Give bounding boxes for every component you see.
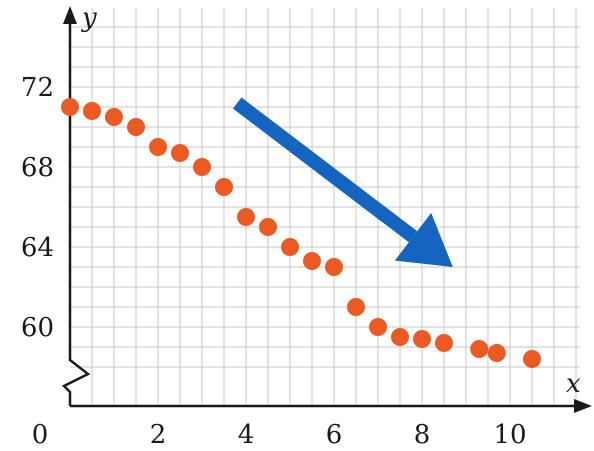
y-tick-label: 60 bbox=[21, 313, 54, 343]
axes bbox=[61, 6, 592, 413]
data-point bbox=[413, 330, 431, 348]
data-point bbox=[149, 138, 167, 156]
y-tick-label: 68 bbox=[21, 153, 54, 183]
data-point bbox=[347, 298, 365, 316]
data-point bbox=[470, 340, 489, 358]
data-point bbox=[83, 102, 101, 120]
data-point bbox=[369, 318, 387, 336]
data-point bbox=[391, 328, 409, 346]
data-point bbox=[281, 238, 299, 256]
x-tick-label: 6 bbox=[326, 420, 343, 450]
y-tick-label: 64 bbox=[21, 233, 54, 263]
y-axis-label: y bbox=[81, 3, 97, 33]
y-tick-label: 72 bbox=[21, 73, 54, 103]
grid bbox=[70, 8, 580, 406]
data-points bbox=[61, 98, 541, 368]
data-point bbox=[193, 158, 211, 176]
data-point bbox=[215, 178, 233, 196]
x-tick-labels: 0 2 4 6 8 10 bbox=[32, 420, 527, 450]
y-axis-arrowhead bbox=[63, 6, 77, 24]
x-tick-label: 2 bbox=[150, 420, 167, 450]
trend-arrow bbox=[232, 97, 453, 267]
data-point bbox=[303, 252, 321, 270]
x-tick-label: 10 bbox=[493, 420, 526, 450]
y-tick-labels: 60 64 68 72 bbox=[21, 73, 54, 343]
trend-arrow-shaft bbox=[232, 97, 418, 243]
data-point bbox=[523, 350, 541, 368]
data-point bbox=[105, 108, 123, 126]
x-tick-label: 4 bbox=[238, 420, 255, 450]
x-tick-label: 0 bbox=[32, 420, 49, 450]
data-point bbox=[127, 118, 145, 136]
data-point bbox=[435, 334, 453, 352]
data-point bbox=[259, 218, 277, 236]
y-axis bbox=[61, 20, 91, 406]
data-point bbox=[325, 258, 343, 276]
data-point bbox=[171, 144, 189, 162]
trend-arrow-head bbox=[394, 212, 453, 267]
x-axis-arrowhead bbox=[574, 399, 592, 413]
x-tick-label: 8 bbox=[414, 420, 431, 450]
x-axis-label: x bbox=[566, 369, 581, 399]
data-point bbox=[61, 98, 79, 116]
data-point bbox=[237, 208, 255, 226]
data-point bbox=[487, 344, 506, 362]
